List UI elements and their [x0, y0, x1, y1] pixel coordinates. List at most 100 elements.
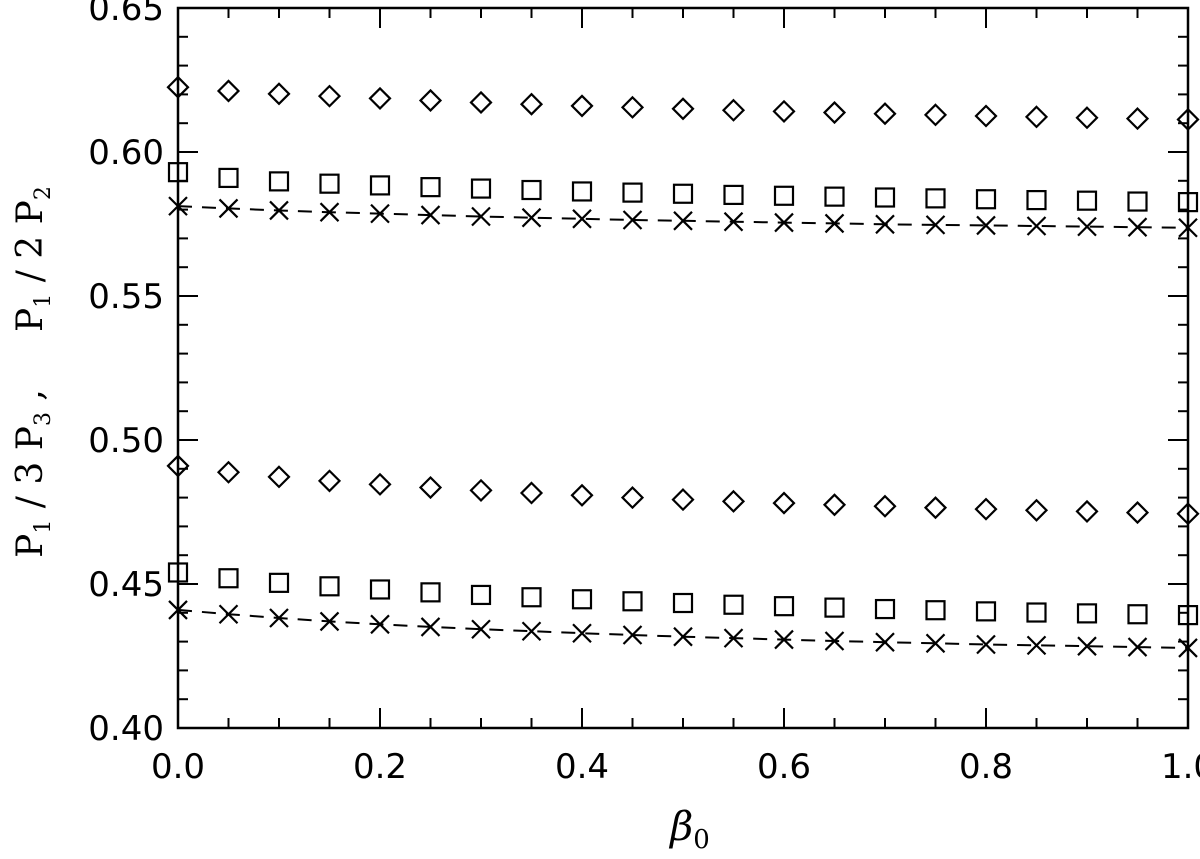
series-4-point-12 [721, 489, 746, 513]
series-5-point-2 [218, 568, 239, 589]
series-2-point-10 [622, 182, 643, 203]
series-4-point-10 [620, 486, 645, 510]
series-3-point-13 [774, 212, 794, 233]
series-2-point-2 [218, 167, 239, 189]
series-6-point-2 [218, 604, 239, 625]
y-axis-label: P1 / 3 P3 , P1 / 2 P2 [10, 186, 56, 558]
series-1-point-9 [570, 94, 594, 118]
series-1-point-14 [822, 100, 847, 125]
series-5-point-18 [1026, 602, 1047, 623]
y-label-sub-1: 1 [31, 520, 56, 534]
series-4-point-14 [822, 493, 847, 517]
series-6-point-21 [1178, 638, 1198, 658]
y-label-sub-2: 3 [31, 412, 56, 426]
y-tick-label: 0.45 [88, 565, 164, 605]
series-3-point-17 [976, 215, 996, 236]
y-tick-labels: 0.40 0.45 0.50 0.55 0.60 0.65 [88, 0, 164, 749]
series-3-point-4 [319, 202, 340, 222]
series-6-point-16 [925, 633, 946, 654]
series-1-point-7 [469, 90, 493, 115]
series-2-point-4 [319, 173, 340, 194]
series-2-point-19 [1076, 190, 1098, 211]
series-6-point-10 [622, 625, 643, 645]
series-3-point-15 [875, 214, 895, 235]
series-2-point-9 [571, 181, 593, 202]
series-6-point-14 [824, 631, 845, 651]
series-1-point-12 [721, 98, 746, 122]
series-4-point-8 [519, 481, 544, 505]
series-1-point-17 [974, 104, 998, 128]
series-2-point-12 [723, 184, 744, 206]
x-tick-label: 0.0 [151, 747, 205, 787]
x-axis-label-subscript: 0 [693, 825, 710, 855]
series-6-point-11 [673, 626, 693, 647]
series-1-point-19 [1075, 106, 1099, 130]
series-6-point-5 [370, 614, 390, 635]
series-2-point-20 [1127, 191, 1148, 212]
series-4-point-4 [317, 469, 342, 493]
series-1-point-5 [368, 86, 392, 110]
series-1-point-4 [317, 84, 342, 108]
series-2-point-14 [824, 186, 845, 207]
series-5-point-19 [1076, 603, 1098, 624]
series-5-point-17 [975, 601, 997, 622]
series-1-point-16 [923, 103, 948, 127]
series-3-point-7 [471, 206, 491, 227]
series-4-point-11 [671, 488, 695, 512]
y-tick-label: 0.60 [88, 133, 164, 173]
series-4-point-5 [368, 472, 392, 496]
series-1-point-3 [267, 82, 291, 106]
series-3-point-20 [1127, 217, 1148, 237]
series-5-point-1 [167, 562, 189, 583]
series-4-point-7 [469, 478, 493, 502]
x-axis-label-symbol: β [668, 804, 693, 850]
y-label-sub-3: 1 [31, 294, 56, 308]
series-2-point-6 [420, 177, 441, 198]
series-5-point-9 [571, 589, 593, 610]
series-5-point-21 [1177, 605, 1199, 626]
series-6-point-19 [1077, 636, 1097, 656]
series-4-point-6 [418, 475, 443, 500]
x-tick-label: 0.6 [757, 747, 811, 787]
y-tick-label: 0.40 [88, 709, 164, 749]
series-5-point-11 [672, 592, 694, 614]
series-5-point-5 [369, 579, 391, 600]
series-2-point-13 [773, 185, 795, 206]
series-4-point-16 [923, 496, 948, 520]
series-1-point-2 [216, 79, 241, 103]
y-label-sub-4: 2 [31, 186, 56, 200]
series-6-point-4 [319, 611, 340, 632]
y-tick-label: 0.50 [88, 421, 164, 461]
series-1-point-10 [620, 95, 645, 119]
series-4-point-1 [166, 454, 190, 478]
series-4-point-3 [267, 465, 291, 489]
series-2-point-1 [167, 162, 189, 183]
series-3-point-11 [673, 211, 693, 231]
series-5-point-6 [420, 582, 441, 603]
y-label-part-2: / 3 P [10, 426, 51, 520]
series-5-point-16 [925, 600, 946, 621]
series-1-point-21 [1176, 107, 1200, 132]
series-1-point-15 [873, 102, 897, 126]
series-3-point-18 [1026, 216, 1047, 236]
series-3-point-8 [521, 207, 542, 228]
series-5-point-8 [521, 587, 542, 608]
y-label-part-4: / 2 P [10, 200, 51, 294]
series-4-point-2 [216, 460, 241, 484]
series-5-point-3 [268, 572, 290, 593]
series-6-point-3 [269, 608, 289, 628]
series-2-point-7 [470, 178, 492, 199]
series-3-point-5 [370, 203, 390, 224]
y-tick-label: 0.55 [88, 277, 164, 317]
series-3-point-3 [269, 200, 289, 221]
series-2-point-18 [1026, 189, 1047, 211]
series-5-point-10 [622, 591, 643, 612]
series-2-point-11 [672, 183, 694, 204]
series-2-point-15 [874, 187, 896, 208]
series-6-point-8 [521, 621, 542, 642]
series-2-point-21 [1177, 192, 1199, 213]
series-3-point-9 [572, 209, 592, 229]
series-6-point-1 [168, 600, 188, 620]
x-tick-label: 1.0 [1161, 747, 1200, 787]
series-line-6 [177, 608, 1189, 649]
